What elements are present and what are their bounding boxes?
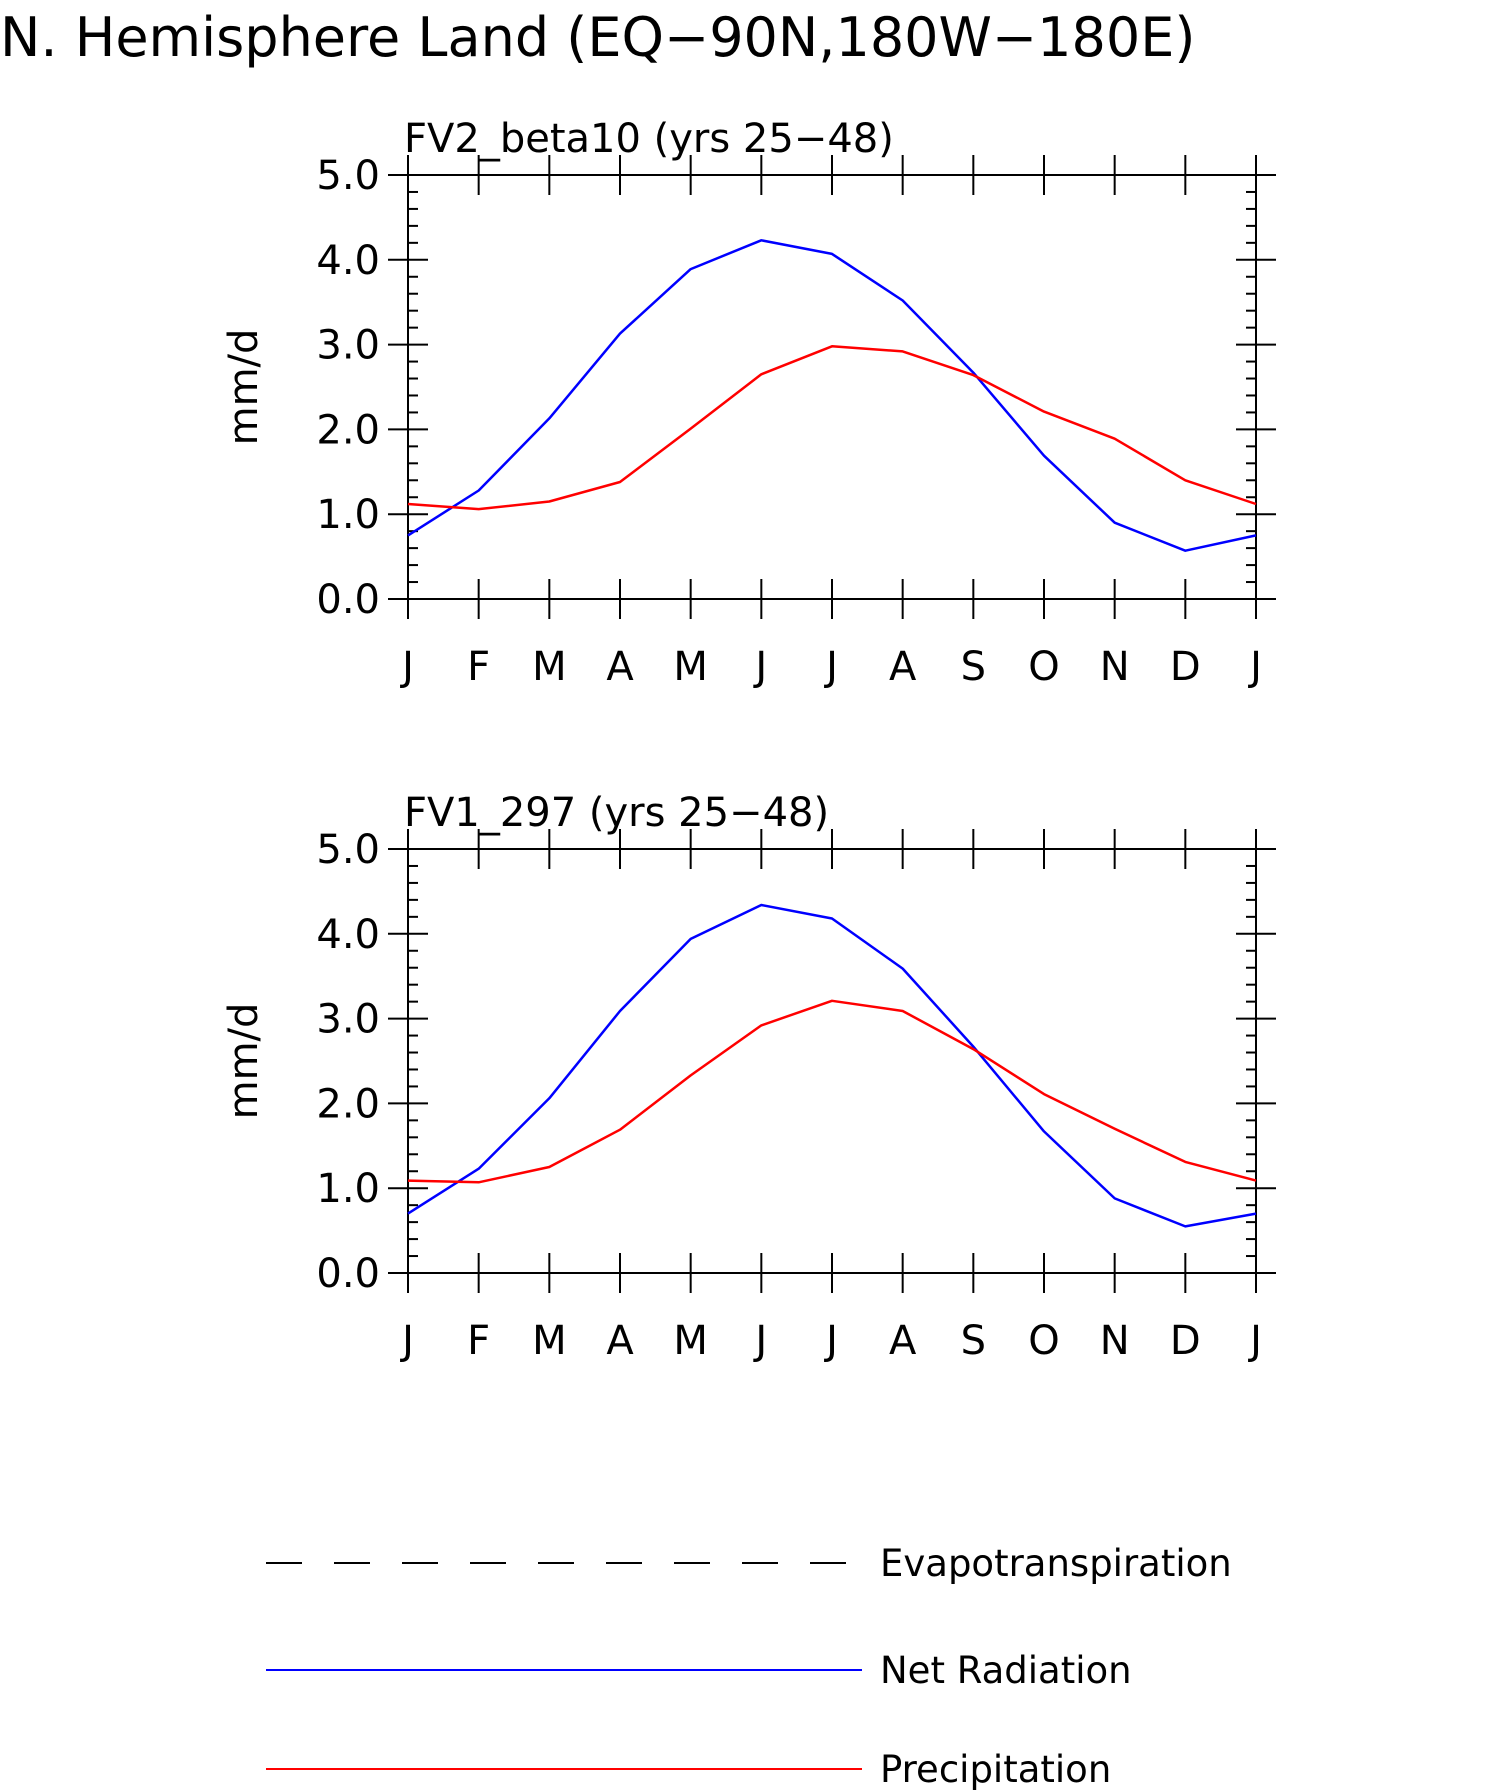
legend-item-net-radiation: Net Radiation: [266, 1649, 1132, 1692]
y-tick-label: 5.0: [316, 827, 380, 873]
y-tick-label: 2.0: [316, 407, 380, 453]
legend: Evapotranspiration Net Radiation Precipita…: [266, 1542, 1232, 1791]
series-line-precipitation: [407, 999, 1257, 1184]
x-tick-label: M: [673, 644, 708, 690]
x-tick-label: A: [889, 644, 917, 690]
y-axis-label: mm/d: [221, 329, 267, 446]
plot-frame: [407, 174, 1257, 600]
y-tick-label: 3.0: [316, 997, 380, 1043]
x-tick-label: O: [1028, 644, 1059, 690]
chart-title: FV2_beta10 (yrs 25−48): [404, 116, 894, 162]
legend-label: Net Radiation: [880, 1649, 1132, 1692]
x-tick-label: J: [1247, 1318, 1262, 1364]
x-tick-label: J: [399, 644, 414, 690]
plot-frame: [407, 848, 1257, 1274]
x-tick-label: A: [606, 1318, 634, 1364]
series-line-net-radiation: [407, 239, 1257, 552]
x-tick-label: M: [673, 1318, 708, 1364]
x-tick-label: M: [532, 1318, 567, 1364]
x-tick-label: A: [606, 644, 634, 690]
legend-label: Precipitation: [880, 1748, 1111, 1791]
figure-title: N. Hemisphere Land (EQ−90N,180W−180E): [0, 6, 1195, 69]
x-tick-label: S: [961, 644, 986, 690]
x-tick-label: M: [532, 644, 567, 690]
y-tick-label: 2.0: [316, 1081, 380, 1127]
series-line-precipitation: [407, 345, 1257, 511]
y-tick-label: 1.0: [316, 1166, 380, 1212]
y-tick-label: 4.0: [316, 912, 380, 958]
legend-item-precipitation: Precipitation: [266, 1748, 1111, 1791]
x-tick-label: A: [889, 1318, 917, 1364]
x-tick-label: J: [823, 1318, 838, 1364]
series-line-net-radiation: [407, 903, 1257, 1228]
x-tick-label: D: [1170, 644, 1201, 690]
y-tick-label: 0.0: [316, 1251, 380, 1297]
x-tick-label: N: [1100, 1318, 1130, 1364]
legend-item-evapotranspiration: Evapotranspiration: [266, 1542, 1232, 1585]
chart-panels: FV2_beta10 (yrs 25−48) 0.0 1.0 2.0 3.0 4.0 5.0…: [221, 116, 1276, 1364]
y-tick-label: 4.0: [316, 238, 380, 284]
y-tick-label: 3.0: [316, 323, 380, 369]
x-tick-label: O: [1028, 1318, 1059, 1364]
y-axis-label: mm/d: [221, 1003, 267, 1120]
chart-panel-1: FV2_beta10 (yrs 25−48) 0.0 1.0 2.0 3.0 4.0 5.0…: [221, 116, 1276, 690]
y-tick-label: 5.0: [316, 153, 380, 199]
x-tick-label: F: [467, 644, 490, 690]
x-tick-label: S: [961, 1318, 986, 1364]
x-tick-label: J: [823, 644, 838, 690]
x-tick-label: F: [467, 1318, 490, 1364]
y-tick-label: 1.0: [316, 492, 380, 538]
y-tick-label: 0.0: [316, 577, 380, 623]
x-tick-label: J: [1247, 644, 1262, 690]
x-tick-label: D: [1170, 1318, 1201, 1364]
x-tick-label: J: [752, 644, 767, 690]
x-tick-label: J: [399, 1318, 414, 1364]
legend-label: Evapotranspiration: [880, 1542, 1232, 1585]
x-tick-label: N: [1100, 644, 1130, 690]
x-tick-label: J: [752, 1318, 767, 1364]
chart-title: FV1_297 (yrs 25−48): [404, 790, 829, 836]
chart-panel-2: FV1_297 (yrs 25−48)0.01.02.03.04.05.0J F M…: [221, 790, 1276, 1364]
